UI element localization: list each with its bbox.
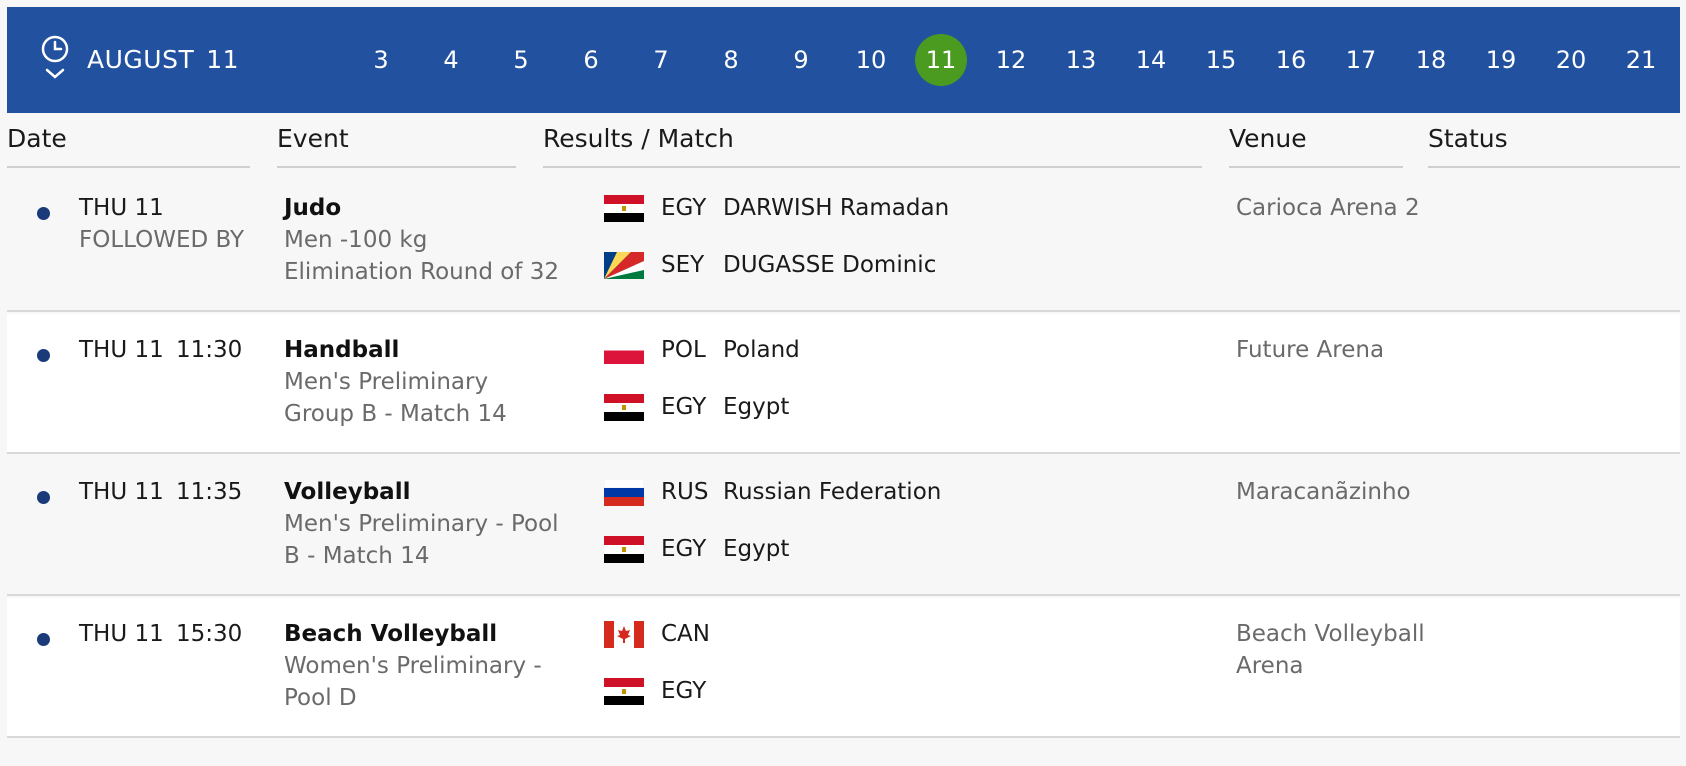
- venue-name: Maracanãzinho: [1236, 479, 1411, 505]
- day-button-14[interactable]: 14: [1135, 46, 1167, 74]
- competitor-country-code: RUS: [661, 479, 709, 505]
- row-time: 11:30: [176, 337, 243, 363]
- row-time: FOLLOWED BY: [79, 227, 245, 253]
- event-name: Men's Preliminary: [284, 369, 489, 395]
- competitor-country-code: SEY: [661, 252, 705, 278]
- event-sport[interactable]: Volleyball: [284, 479, 411, 505]
- competitor-name[interactable]: Poland: [723, 337, 800, 363]
- competitor-country-code: EGY: [661, 394, 707, 420]
- row-date: THU 11: [79, 479, 164, 505]
- clock-icon: [41, 35, 69, 79]
- event-sport[interactable]: Judo: [284, 195, 342, 221]
- column-header-venue[interactable]: Venue: [1229, 124, 1403, 168]
- event-phase: B - Match 14: [284, 543, 430, 569]
- event-sport[interactable]: Handball: [284, 337, 400, 363]
- day-button-18[interactable]: 18: [1415, 46, 1447, 74]
- day-button-11[interactable]: 11: [915, 34, 967, 86]
- event-name: Men -100 kg: [284, 227, 428, 253]
- clock-dropdown-button[interactable]: [35, 35, 75, 95]
- date-selector-bar: AUGUST 11 3 4 5 6 7 8 9 10 11 12 13 14 15 16 17 18 19 20 21: [7, 7, 1680, 113]
- day-button-6[interactable]: 6: [583, 46, 599, 74]
- venue-name: Beach Volleyball: [1236, 621, 1425, 647]
- egypt-flag-icon: [604, 678, 644, 705]
- chevron-down-icon: [45, 68, 65, 79]
- day-button-10[interactable]: 10: [855, 46, 887, 74]
- canada-flag-icon: [604, 621, 644, 648]
- competitor-name[interactable]: Egypt: [723, 536, 790, 562]
- month-label: AUGUST: [87, 45, 195, 74]
- competitor-name[interactable]: DARWISH Ramadan: [723, 195, 950, 221]
- day-button-16[interactable]: 16: [1275, 46, 1307, 74]
- table-row[interactable]: THU 11 FOLLOWED BY Judo Men -100 kg Eliminat…: [7, 172, 1680, 312]
- bullet-icon: [37, 349, 50, 362]
- egypt-flag-icon: [604, 195, 644, 222]
- egypt-flag-icon: [604, 394, 644, 421]
- day-button-21[interactable]: 21: [1625, 46, 1657, 74]
- bullet-icon: [37, 491, 50, 504]
- competitor-country-code: POL: [661, 337, 706, 363]
- day-list: 3 4 5 6 7 8 9 10 11 12 13 14 15 16 17 18 19 20 21: [7, 7, 1680, 113]
- day-button-4[interactable]: 4: [443, 46, 459, 74]
- competitor-country-code: EGY: [661, 536, 707, 562]
- event-phase: Pool D: [284, 685, 357, 711]
- bullet-icon: [37, 633, 50, 646]
- column-header-event[interactable]: Event: [277, 124, 516, 168]
- day-button-5[interactable]: 5: [513, 46, 529, 74]
- selected-day-label: 11: [206, 45, 240, 74]
- row-time: 15:30: [176, 621, 243, 647]
- competitor-name[interactable]: DUGASSE Dominic: [723, 252, 937, 278]
- event-sport[interactable]: Beach Volleyball: [284, 621, 498, 647]
- table-row[interactable]: THU 11 11:35 Volleyball Men's Preliminary -…: [7, 456, 1680, 596]
- column-header-date[interactable]: Date: [7, 124, 250, 168]
- day-button-8[interactable]: 8: [723, 46, 739, 74]
- day-button-15[interactable]: 15: [1205, 46, 1237, 74]
- day-button-13[interactable]: 13: [1065, 46, 1097, 74]
- poland-flag-icon: [604, 337, 644, 364]
- event-name: Men's Preliminary - Pool: [284, 511, 559, 537]
- row-date: THU 11: [79, 621, 164, 647]
- day-button-17[interactable]: 17: [1345, 46, 1377, 74]
- competitor-name[interactable]: Egypt: [723, 394, 790, 420]
- venue-name: Future Arena: [1236, 337, 1385, 363]
- row-date: THU 11: [79, 195, 164, 221]
- column-header-status[interactable]: Status: [1428, 124, 1680, 168]
- column-header-results[interactable]: Results / Match: [543, 124, 1202, 168]
- table-row[interactable]: THU 11 15:30 Beach Volleyball Women's Preli…: [7, 598, 1680, 738]
- competitor-country-code: EGY: [661, 195, 707, 221]
- venue-name-cont: Arena: [1236, 653, 1304, 679]
- day-button-19[interactable]: 19: [1485, 46, 1517, 74]
- selected-date-label: AUGUST 11: [87, 7, 239, 113]
- day-button-7[interactable]: 7: [653, 46, 669, 74]
- russia-flag-icon: [604, 479, 644, 506]
- bullet-icon: [37, 207, 50, 220]
- event-phase: Group B - Match 14: [284, 401, 507, 427]
- competitor-country-code: EGY: [661, 678, 707, 704]
- competitor-country-code: CAN: [661, 621, 710, 647]
- day-button-3[interactable]: 3: [373, 46, 389, 74]
- competitor-name[interactable]: Russian Federation: [723, 479, 942, 505]
- egypt-flag-icon: [604, 536, 644, 563]
- row-time: 11:35: [176, 479, 243, 505]
- day-button-9[interactable]: 9: [793, 46, 809, 74]
- venue-name: Carioca Arena 2: [1236, 195, 1420, 221]
- seychelles-flag-icon: [604, 252, 644, 279]
- day-button-12[interactable]: 12: [995, 46, 1027, 74]
- event-phase: Elimination Round of 32: [284, 259, 559, 285]
- row-date: THU 11: [79, 337, 164, 363]
- event-name: Women's Preliminary -: [284, 653, 542, 679]
- day-button-20[interactable]: 20: [1555, 46, 1587, 74]
- table-row[interactable]: THU 11 11:30 Handball Men's Preliminary Grou…: [7, 314, 1680, 454]
